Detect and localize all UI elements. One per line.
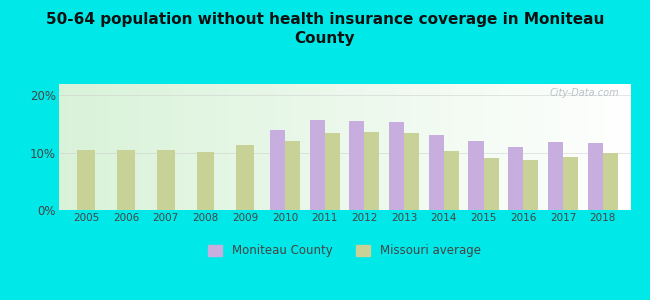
Bar [444, 151, 459, 210]
Bar [404, 133, 419, 210]
Bar [603, 153, 618, 210]
Bar [588, 143, 603, 210]
Bar [548, 142, 563, 210]
Bar [324, 133, 340, 210]
Bar [563, 157, 578, 210]
Text: City-Data.com: City-Data.com [549, 88, 619, 98]
Bar [117, 150, 135, 210]
Bar [309, 119, 324, 210]
Bar [523, 160, 538, 210]
Bar [157, 150, 175, 210]
Text: 50-64 population without health insurance coverage in Moniteau
County: 50-64 population without health insuranc… [46, 12, 605, 46]
Bar [236, 145, 254, 210]
Legend: Moniteau County, Missouri average: Moniteau County, Missouri average [203, 240, 486, 262]
Bar [469, 141, 484, 210]
Bar [508, 147, 523, 210]
Bar [429, 135, 444, 210]
Bar [365, 131, 380, 210]
Bar [484, 158, 499, 210]
Bar [196, 152, 214, 210]
Bar [285, 141, 300, 210]
Bar [77, 150, 96, 210]
Bar [389, 122, 404, 210]
Bar [270, 130, 285, 210]
Bar [349, 121, 365, 210]
